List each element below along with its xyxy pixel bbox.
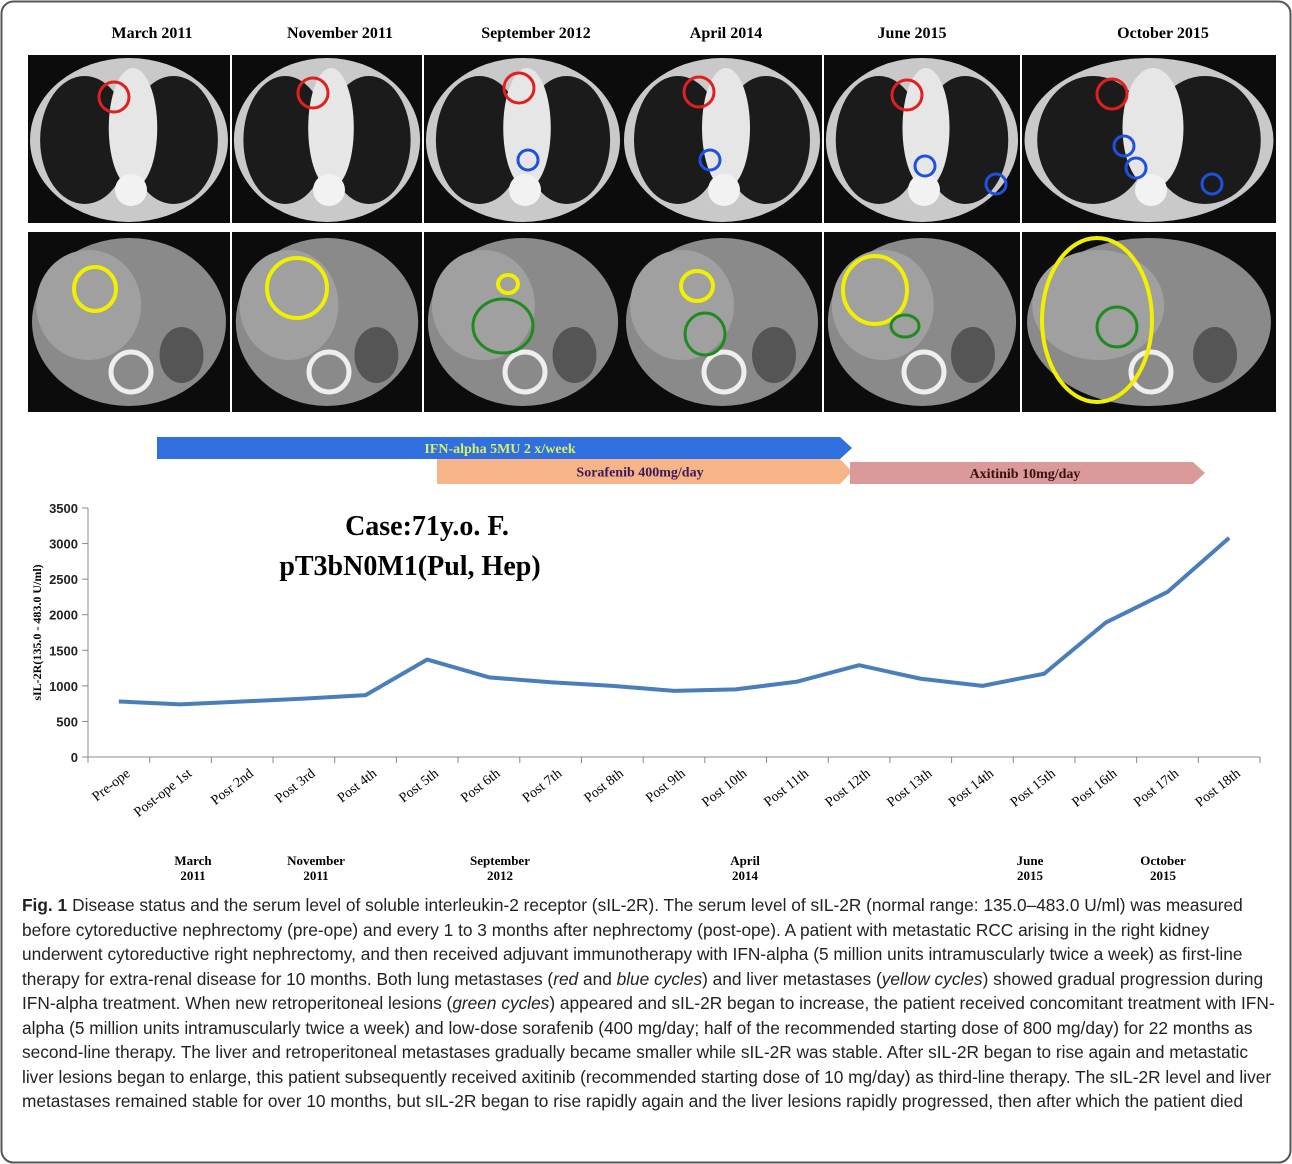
x-tick-label: Post 7th xyxy=(520,766,565,806)
kidney xyxy=(752,327,796,383)
date-label: April 2014 xyxy=(685,853,805,883)
therapy-label: Axitinib 10mg/day xyxy=(970,467,1081,482)
x-tick-label: Post 18th xyxy=(1193,766,1244,810)
mediastinum xyxy=(1123,68,1184,188)
therapy-label: IFN-alpha 5MU 2 x/week xyxy=(424,442,575,457)
image-label: June 2015 xyxy=(878,25,947,42)
date-label: September 2012 xyxy=(440,853,560,883)
y-tick-label: 500 xyxy=(56,714,78,729)
spine xyxy=(908,174,940,206)
x-tick-label: Post 9th xyxy=(643,766,688,806)
mediastinum xyxy=(902,68,949,188)
y-tick-label: 1500 xyxy=(49,643,78,658)
x-tick-label: Post 16th xyxy=(1070,766,1121,810)
spine xyxy=(708,174,740,206)
kidney xyxy=(1193,327,1237,383)
therapy-label: Sorafenib 400mg/day xyxy=(576,466,703,481)
x-tick-label: Post 3rd xyxy=(273,766,319,806)
y-tick-label: 1000 xyxy=(49,679,78,694)
x-tick-label: Post 10th xyxy=(700,766,751,810)
caption-text: yellow cycles xyxy=(882,969,983,989)
caption-text: green cycles xyxy=(452,993,549,1013)
kidney xyxy=(160,327,204,383)
x-tick-label: Post 14th xyxy=(946,766,997,810)
x-tick-label: Posr 2nd xyxy=(209,766,257,808)
x-tick-label: Post 15th xyxy=(1008,766,1059,810)
caption: Fig. 1Disease status and the serum level… xyxy=(22,893,1278,1114)
x-tick-label: Post 11th xyxy=(762,766,812,810)
liver xyxy=(1032,250,1164,360)
mediastinum xyxy=(308,68,354,188)
x-tick-label: Post 17th xyxy=(1131,766,1182,810)
x-tick-label: Post 8th xyxy=(582,766,627,806)
image-label: October 2015 xyxy=(1117,25,1209,42)
kidney xyxy=(354,327,398,383)
y-tick-label: 0 xyxy=(71,750,78,765)
y-tick-label: 3500 xyxy=(49,501,78,516)
date-label: October 2015 xyxy=(1103,853,1223,883)
date-label: June 2015 xyxy=(970,853,1090,883)
y-tick-label: 2000 xyxy=(49,608,78,623)
page: { "image_labels": ["March 2011", "Novemb… xyxy=(0,0,1292,1164)
x-tick-label: Post-ope 1st xyxy=(132,766,196,820)
image-label: March 2011 xyxy=(111,25,192,42)
caption-text: blue cycles xyxy=(617,969,703,989)
image-label: April 2014 xyxy=(690,25,762,42)
image-label: September 2012 xyxy=(481,25,590,42)
x-tick-label: Post 5th xyxy=(397,766,442,806)
image-label: November 2011 xyxy=(287,25,393,42)
y-axis-label: sIL-2R(135.0 - 483.0 U/ml) xyxy=(30,564,44,700)
date-label: March 2011 xyxy=(133,853,253,883)
y-tick-label: 2500 xyxy=(49,572,78,587)
spine xyxy=(313,174,345,206)
y-tick-label: 3000 xyxy=(49,537,78,552)
caption-text: red xyxy=(553,969,578,989)
annotation: Case:71y.o. F. xyxy=(345,511,509,542)
kidney xyxy=(951,327,995,383)
spine xyxy=(509,174,541,206)
x-tick-label: Post 12th xyxy=(823,766,874,810)
kidney xyxy=(552,327,596,383)
mediastinum xyxy=(109,68,157,188)
annotation: pT3bN0M1(Pul, Hep) xyxy=(279,551,540,582)
date-label: November 2011 xyxy=(256,853,376,883)
caption-text: ) and liver metastases ( xyxy=(702,969,882,989)
x-tick-label: Post 13th xyxy=(885,766,936,810)
x-tick-label: Pre-ope xyxy=(90,766,134,805)
liver xyxy=(630,250,734,360)
caption-label: Fig. 1 xyxy=(22,895,67,915)
x-tick-label: Post 4th xyxy=(335,766,380,806)
caption-text: and xyxy=(578,969,616,989)
spine xyxy=(115,174,147,206)
x-tick-label: Post 6th xyxy=(458,766,503,806)
